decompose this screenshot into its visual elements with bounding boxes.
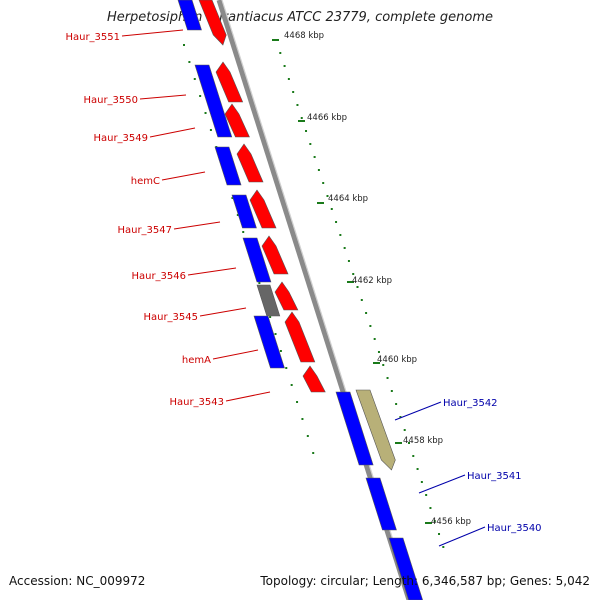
reverse-gene: [194, 64, 233, 138]
label-leader-line: [438, 526, 486, 547]
gene-label-left: Haur_3551: [65, 32, 120, 43]
left-gene-labels: Haur_3551 Haur_3550 Haur_3549 hemC Haur_3547…: [65, 29, 271, 408]
gene-label-right: Haur_3541: [467, 471, 522, 482]
scale-label: 4466 kbp: [307, 113, 347, 123]
forward-gene: [274, 281, 299, 311]
reverse-gene: [388, 537, 423, 600]
right-gene-labels: Haur_3542 Haur_3541 Haur_3540: [394, 398, 542, 547]
scale-label: 4464 kbp: [328, 194, 368, 204]
gene-label-left: hemC: [131, 176, 160, 187]
forward-gene: [284, 311, 316, 363]
label-leader-line: [121, 29, 184, 37]
gene-label-right: Haur_3542: [443, 398, 498, 409]
forward-gene: [249, 189, 277, 229]
map-title: Herpetosiphon aurantiacus ATCC 23779, co…: [106, 10, 494, 25]
scale-label: 4468 kbp: [284, 31, 324, 41]
label-leader-line: [418, 474, 466, 494]
label-leader-line: [187, 267, 237, 276]
gene-label-left: Haur_3550: [83, 95, 138, 106]
gene-label-left: Haur_3546: [131, 271, 186, 282]
gene-label-left: Haur_3547: [117, 225, 172, 236]
reverse-gene: [335, 391, 374, 466]
genome-summary-text: Topology: circular; Length: 6,346,587 bp…: [260, 574, 590, 588]
reverse-gene: [242, 237, 272, 283]
reverse-gene: [214, 146, 242, 186]
label-leader-line: [199, 307, 247, 317]
scale-label: 4456 kbp: [431, 517, 471, 527]
label-leader-line: [161, 171, 206, 181]
forward-gene: [215, 61, 244, 103]
reverse-gene: [231, 194, 257, 229]
gene-label-left: Haur_3549: [93, 133, 148, 144]
label-leader-line: [225, 391, 271, 402]
label-leader-line: [173, 221, 221, 230]
forward-gene: [302, 365, 326, 393]
other-feature: [355, 389, 396, 471]
gene-label-right: Haur_3540: [487, 523, 542, 534]
gene-label-left: hemA: [182, 355, 211, 366]
label-leader-line: [212, 349, 259, 360]
reverse-gene: [253, 315, 285, 369]
forward-gene: [224, 103, 250, 138]
forward-gene: [198, 0, 227, 46]
scale-labels: 4468 kbp 4466 kbp 4464 kbp 4462 kbp 4460 kbp…: [284, 31, 471, 527]
pseudo-gene: [256, 284, 281, 317]
gene-features: [177, 0, 423, 600]
label-leader-line: [149, 127, 196, 138]
scale-label: 4458 kbp: [403, 436, 443, 446]
accession-text: Accession: NC_009972: [9, 574, 146, 588]
forward-gene: [261, 235, 289, 275]
reverse-gene: [177, 0, 202, 31]
gene-label-left: Haur_3545: [143, 312, 198, 323]
reverse-gene: [365, 477, 397, 531]
label-leader-line: [394, 401, 442, 421]
scale-label: 4460 kbp: [377, 355, 417, 365]
ruler-outer: [272, 39, 445, 548]
forward-gene: [236, 143, 264, 183]
label-leader-line: [139, 94, 187, 100]
scale-label: 4462 kbp: [352, 276, 392, 286]
gene-label-left: Haur_3543: [169, 397, 224, 408]
